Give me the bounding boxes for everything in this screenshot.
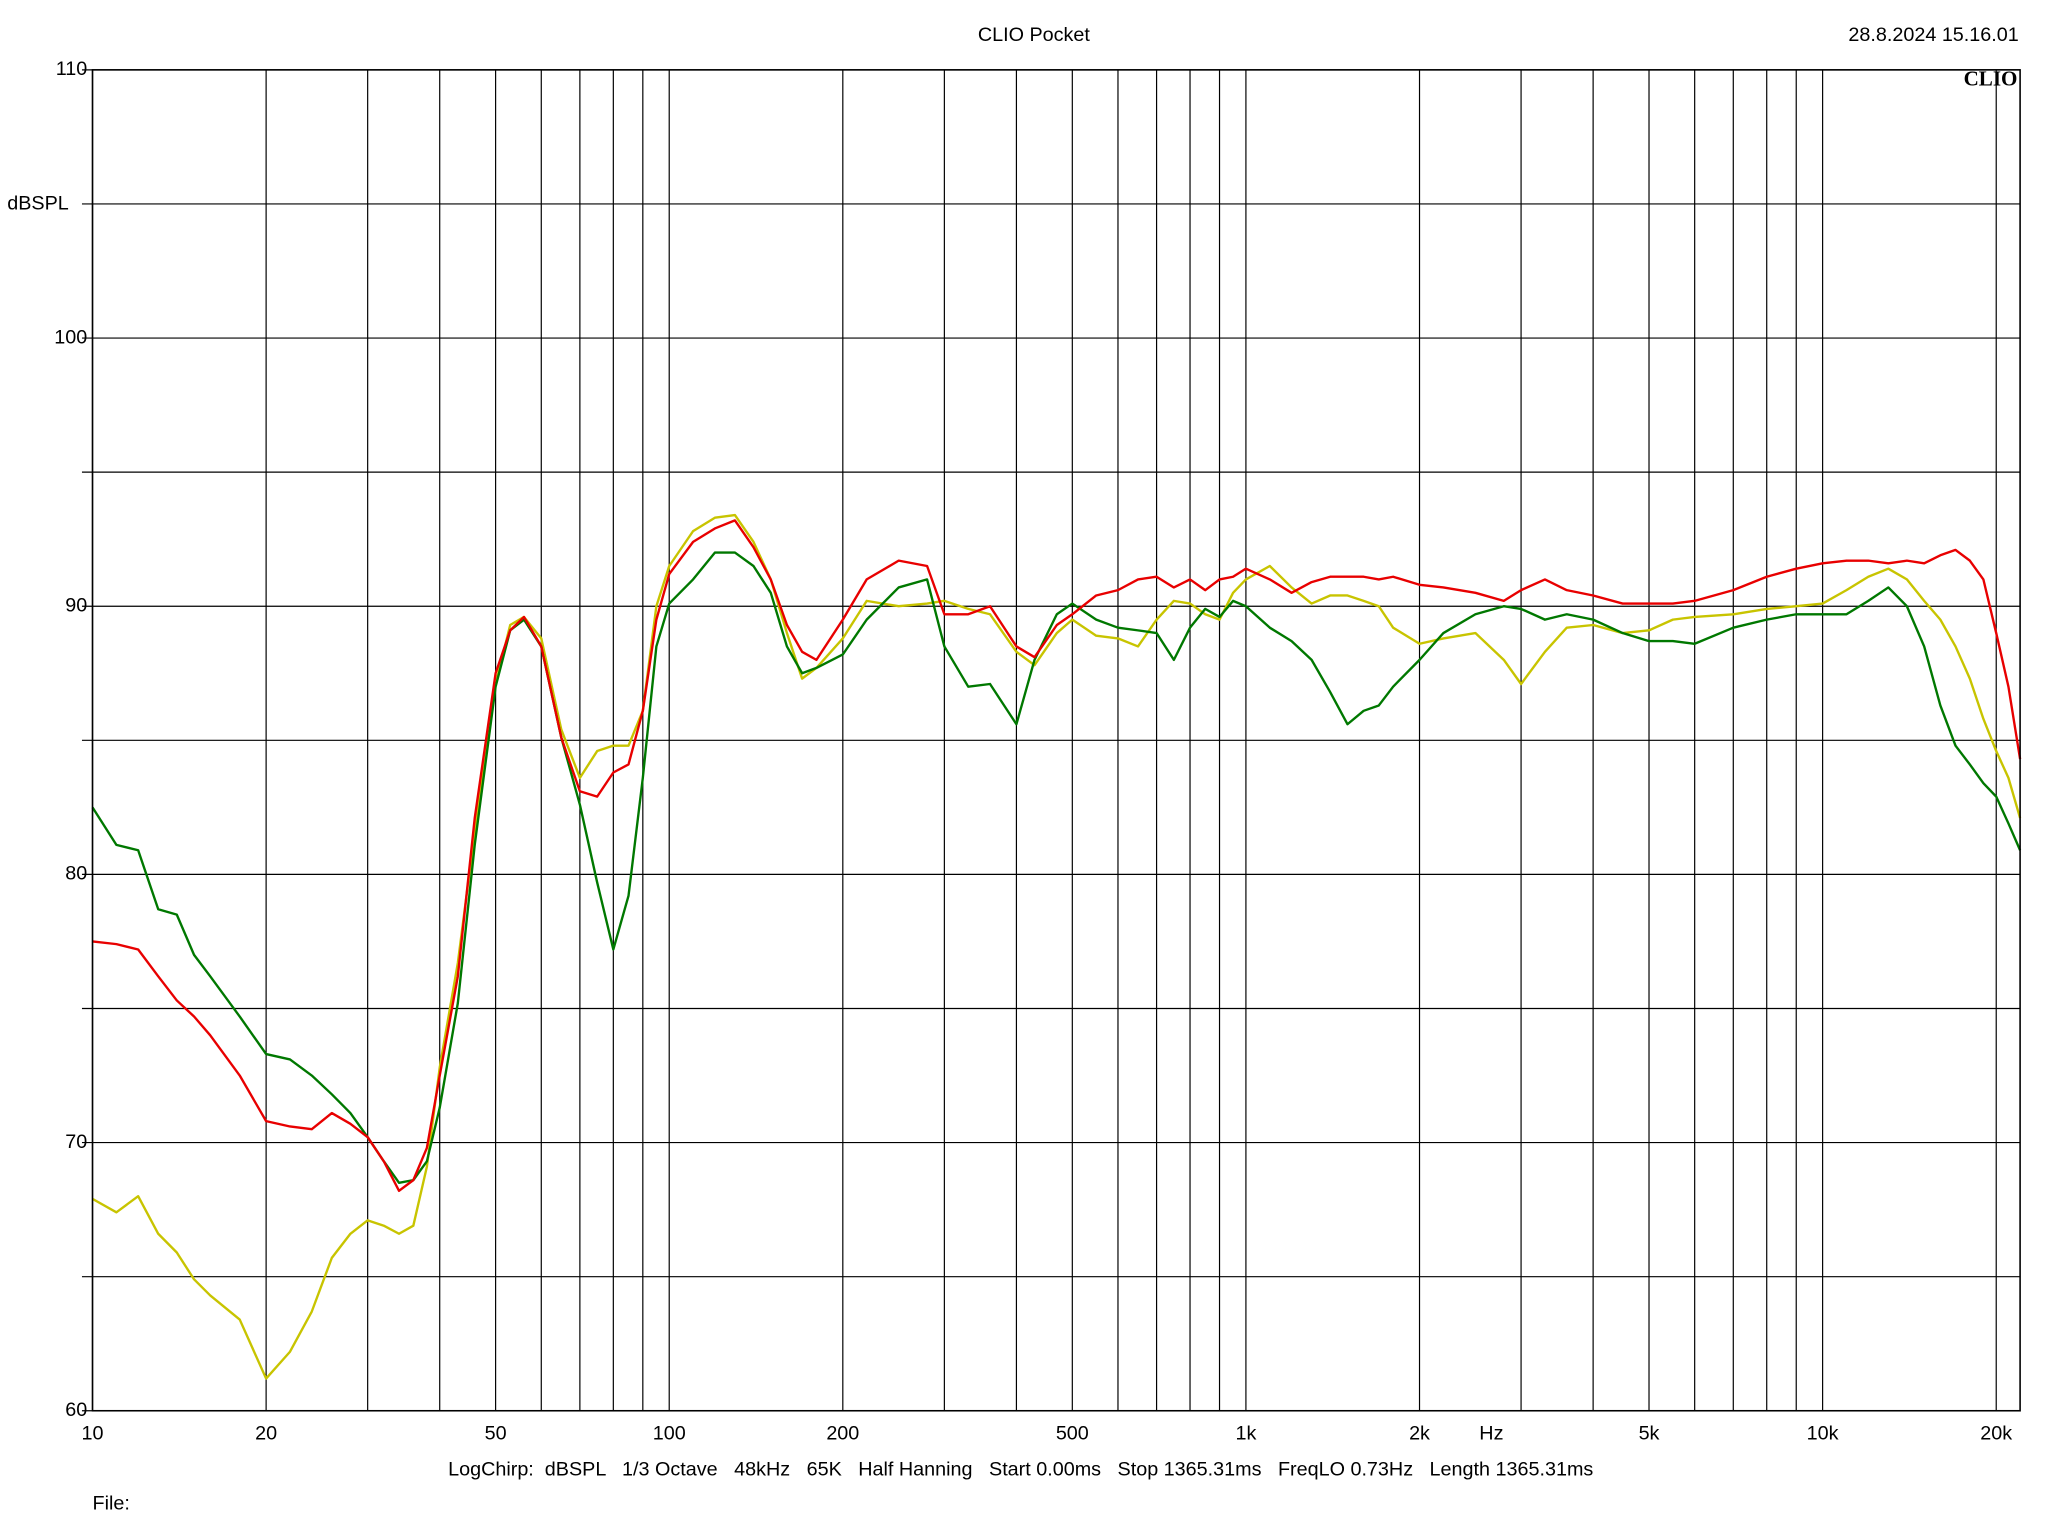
x-tick-label: 20k (1980, 1423, 2012, 1445)
settings-line: LogChirp: dBSPL 1/3 Octave 48kHz 65K Hal… (448, 1458, 1593, 1480)
x-tick-label: 200 (826, 1423, 859, 1445)
y-tick-label: 70 (65, 1131, 87, 1153)
x-tick-label: 100 (653, 1423, 686, 1445)
y-tick-label: 110 (56, 58, 88, 80)
y-tick-label: 80 (65, 863, 87, 885)
x-tick-label: 5k (1639, 1423, 1660, 1445)
x-tick-label: 50 (485, 1423, 507, 1445)
x-tick-label: 10k (1807, 1423, 1839, 1445)
x-tick-label: 1k (1235, 1423, 1256, 1445)
response-curve (91, 513, 2022, 1380)
y-tick-label: 100 (54, 326, 87, 348)
plot-lines (91, 513, 2022, 1380)
x-tick-label: 10 (82, 1423, 104, 1445)
x-tick-label: 2k (1409, 1423, 1430, 1445)
y-tick-label: 60 (65, 1399, 87, 1421)
chart-title: CLIO Pocket (978, 24, 1091, 46)
logo: CLIO (1964, 66, 2018, 90)
x-axis-label: Hz (1479, 1423, 1503, 1445)
file-label: File: (93, 1493, 130, 1515)
y-tick-label: 90 (65, 594, 87, 616)
y-axis-label: dBSPL (7, 193, 69, 215)
x-tick-label: 20 (255, 1423, 277, 1445)
response-curve (92, 519, 2022, 1193)
x-tick-label: 500 (1056, 1423, 1089, 1445)
timestamp: 28.8.2024 15.16.01 (1848, 24, 2018, 46)
plot-frame (91, 69, 2021, 1412)
